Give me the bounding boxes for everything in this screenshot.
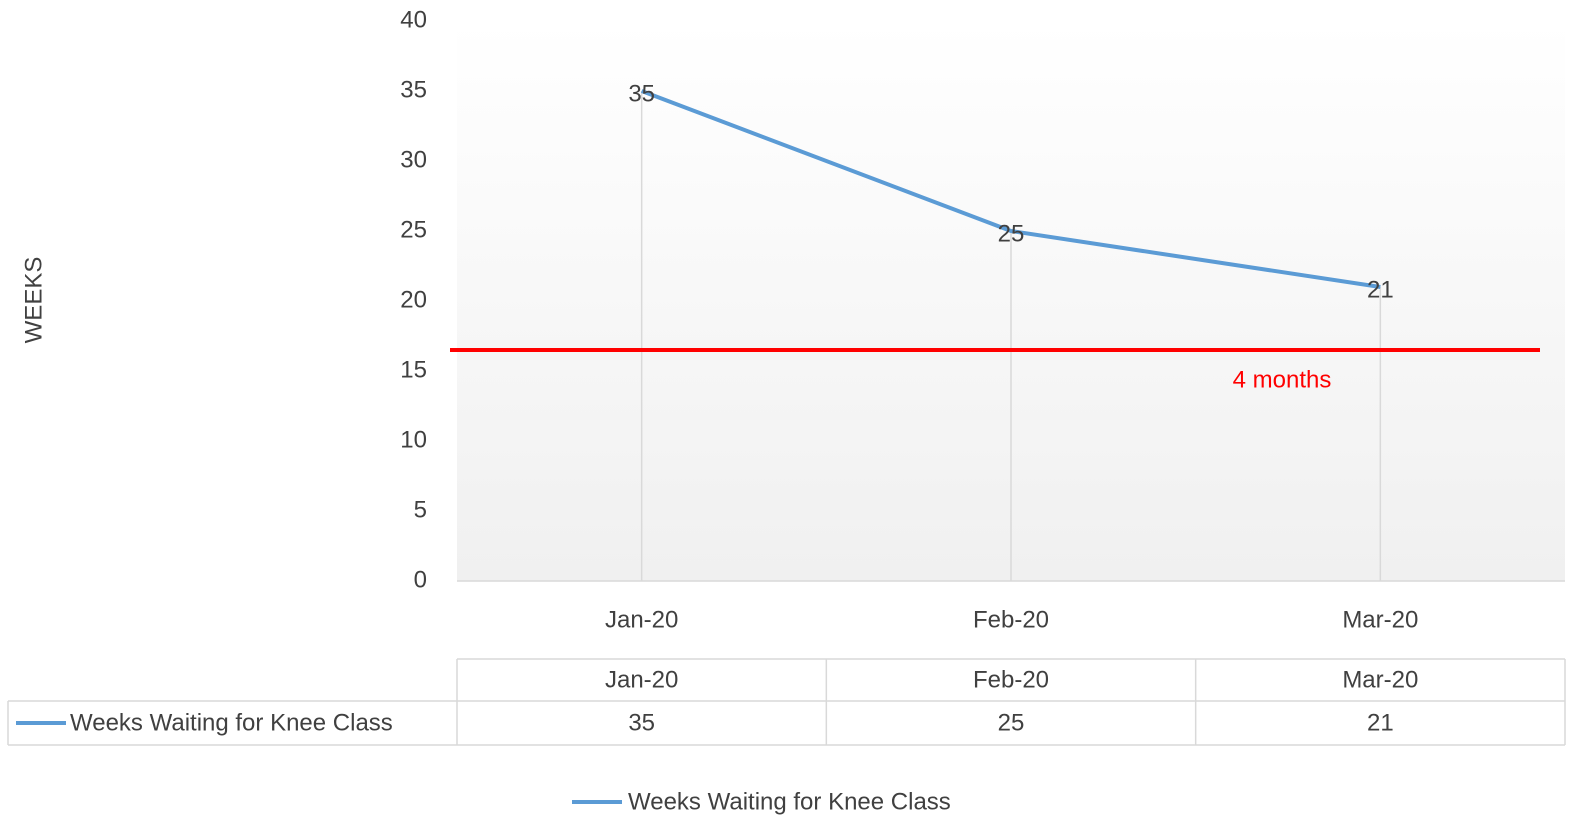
table-series-name: Weeks Waiting for Knee Class: [70, 709, 393, 736]
x-tick-label: Feb-20: [973, 606, 1049, 633]
legend-label: Weeks Waiting for Knee Class: [628, 788, 951, 815]
table-header: Mar-20: [1342, 666, 1418, 693]
x-tick-label: Mar-20: [1342, 606, 1418, 633]
table-value: 35: [628, 709, 655, 736]
y-tick-label: 40: [400, 6, 427, 33]
y-tick-label: 15: [400, 356, 427, 383]
y-tick-label: 10: [400, 426, 427, 453]
y-tick-label: 35: [400, 76, 427, 103]
y-axis-label: WEEKS: [20, 257, 47, 344]
reference-label: 4 months: [1233, 366, 1332, 393]
table-header: Jan-20: [605, 666, 678, 693]
x-tick-label: Jan-20: [605, 606, 678, 633]
data-label: 35: [628, 80, 655, 107]
y-tick-label: 30: [400, 146, 427, 173]
table-header: Feb-20: [973, 666, 1049, 693]
y-tick-label: 5: [414, 496, 427, 523]
series-line: [640, 89, 1381, 289]
y-tick-label: 20: [400, 286, 427, 313]
y-tick-label: 0: [414, 566, 427, 593]
data-label: 25: [998, 220, 1025, 247]
data-label: 21: [1367, 276, 1394, 303]
y-tick-label: 25: [400, 216, 427, 243]
table-value: 25: [998, 709, 1025, 736]
table-value: 21: [1367, 709, 1394, 736]
